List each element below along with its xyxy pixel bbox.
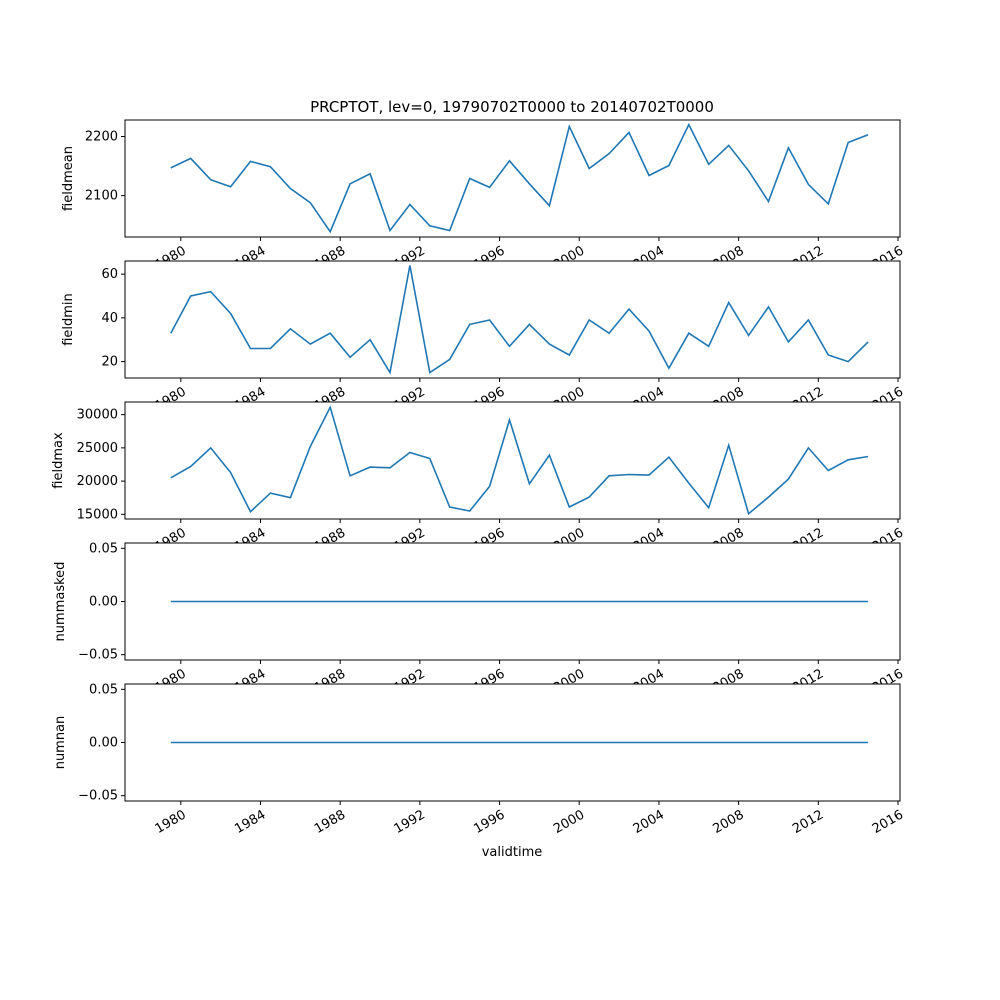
chart-title: PRCPTOT, lev=0, 19790702T0000 to 2014070…	[310, 98, 714, 116]
y-axis-label: numnan	[53, 716, 68, 770]
series-line-fieldmin	[170, 265, 869, 375]
y-tick-label: 0.05	[89, 682, 118, 697]
series-line-fieldmax	[170, 405, 869, 516]
y-tick-label: −0.05	[78, 648, 118, 663]
y-tick-label: −0.05	[78, 789, 118, 804]
axes-frame	[124, 119, 901, 238]
y-tick-label: 15000	[77, 507, 118, 522]
axes-frame	[124, 260, 901, 379]
y-tick-label: 40	[101, 311, 118, 326]
y-axis-label: fieldmax	[51, 432, 66, 489]
y-tick-label: 20	[101, 355, 118, 370]
y-tick-label: 2200	[85, 130, 118, 145]
y-tick-label: 20000	[77, 474, 118, 489]
y-tick-label: 60	[101, 267, 118, 282]
y-tick-label: 25000	[77, 441, 118, 456]
y-tick-label: 0.00	[89, 736, 118, 751]
y-tick-label: 0.00	[89, 595, 118, 610]
x-axis-label: validtime	[482, 845, 543, 860]
y-tick-label: 2100	[85, 189, 118, 204]
y-tick-label: 0.05	[89, 541, 118, 556]
series-line-fieldmean	[170, 122, 869, 234]
y-axis-label: nummasked	[53, 562, 68, 642]
y-tick-label: 30000	[77, 408, 118, 423]
axes-frame	[124, 401, 901, 520]
y-axis-label: fieldmean	[61, 146, 76, 211]
y-axis-label: fieldmin	[61, 293, 76, 346]
